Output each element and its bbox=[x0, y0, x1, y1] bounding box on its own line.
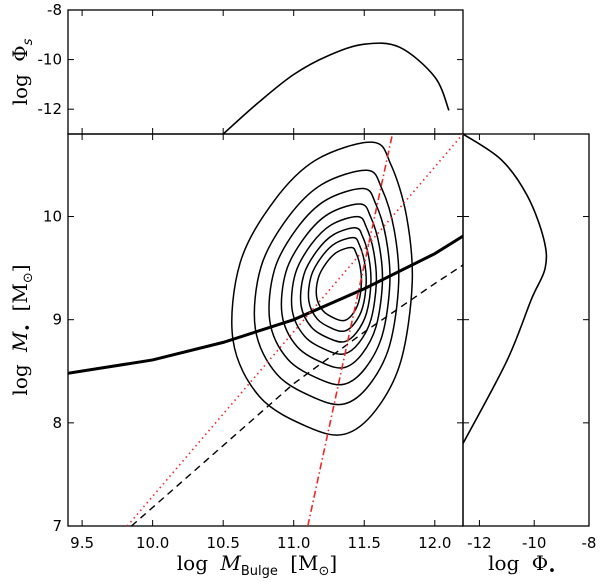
main-y-label-sub: • bbox=[21, 324, 36, 332]
main-y-axis-label: log M• [M⊙] bbox=[8, 264, 37, 395]
main-y-label-unit-end: ] bbox=[8, 264, 32, 272]
main-series-group bbox=[68, 134, 463, 526]
main-contour-2 bbox=[268, 187, 391, 386]
top-ytick-label: -12 bbox=[38, 100, 63, 118]
main-xtick-label: 11.0 bbox=[277, 534, 310, 552]
main-x-label-base: log bbox=[177, 551, 208, 575]
main-y-label-var: M bbox=[8, 331, 32, 353]
main-series-dashed-1 bbox=[131, 264, 463, 526]
main-y-label-unit: [M bbox=[8, 283, 32, 311]
main-ytick-label: 9 bbox=[52, 311, 62, 329]
right-x-axis-label: log Φ• bbox=[488, 551, 556, 579]
main-ytick-label: 7 bbox=[52, 517, 62, 535]
top-ytick-label: -10 bbox=[38, 51, 63, 69]
main-contour-1 bbox=[253, 169, 400, 406]
main-ytick-label: 10 bbox=[43, 208, 62, 226]
main-series-dotted-2 bbox=[126, 134, 463, 526]
top-series-group bbox=[222, 42, 450, 134]
main-contour-group bbox=[231, 141, 414, 436]
main-xtick-label: 10.0 bbox=[136, 534, 169, 552]
main-contour-5 bbox=[299, 227, 372, 343]
main-y-label-base: log bbox=[8, 364, 32, 395]
main-x-label-var: M bbox=[219, 551, 241, 575]
main-x-label-unit: [M bbox=[290, 551, 318, 575]
main-xtick-label: 12.0 bbox=[418, 534, 451, 552]
ticks-group: 9.5 10.0 10.5 11.0 11.5 12.0 7 8 9 10 -12 -10 -8 -12 -… bbox=[38, 1, 597, 552]
top-y-label-var: Φ bbox=[8, 45, 32, 61]
right-xtick-label: -8 bbox=[582, 534, 597, 552]
main-xtick-label: 9.5 bbox=[70, 534, 94, 552]
right-xtick-label: -12 bbox=[467, 534, 492, 552]
main-x-label-sub: Bulge bbox=[241, 564, 278, 579]
main-contour-3 bbox=[280, 203, 384, 369]
right-x-label-var: Φ bbox=[532, 551, 548, 575]
right-x-label-sub: • bbox=[548, 564, 556, 579]
main-contour-0 bbox=[231, 141, 414, 436]
top-y-label-base: log bbox=[8, 74, 32, 105]
main-xtick-label: 11.5 bbox=[348, 534, 381, 552]
main-contour-4 bbox=[290, 215, 378, 355]
main-y-label-unit-sub: ⊙ bbox=[21, 272, 36, 283]
right-series-solid-0 bbox=[463, 134, 548, 444]
main-contour-6 bbox=[307, 236, 367, 333]
right-x-label-base: log bbox=[488, 551, 519, 575]
right-plot-frame bbox=[462, 133, 590, 527]
main-series-thick-solid-0 bbox=[68, 234, 463, 375]
top-y-label-sub: s bbox=[21, 38, 36, 45]
main-x-axis-label: log MBulge [M⊙] bbox=[177, 551, 337, 580]
main-x-label-unit-end: ] bbox=[329, 551, 337, 575]
main-ytick-label: 8 bbox=[52, 414, 62, 432]
main-x-label-unit-sub: ⊙ bbox=[319, 564, 330, 579]
right-xtick-label: -10 bbox=[522, 534, 547, 552]
main-xtick-label: 10.5 bbox=[206, 534, 239, 552]
top-ytick-label: -8 bbox=[47, 1, 62, 19]
main-series-dash-dot-3 bbox=[307, 134, 394, 526]
top-y-axis-label: log Φs bbox=[8, 38, 36, 105]
main-contour-7 bbox=[315, 246, 363, 322]
right-series-group bbox=[463, 134, 548, 444]
top-plot-frame bbox=[67, 9, 464, 135]
top-series-solid-0 bbox=[222, 42, 450, 134]
